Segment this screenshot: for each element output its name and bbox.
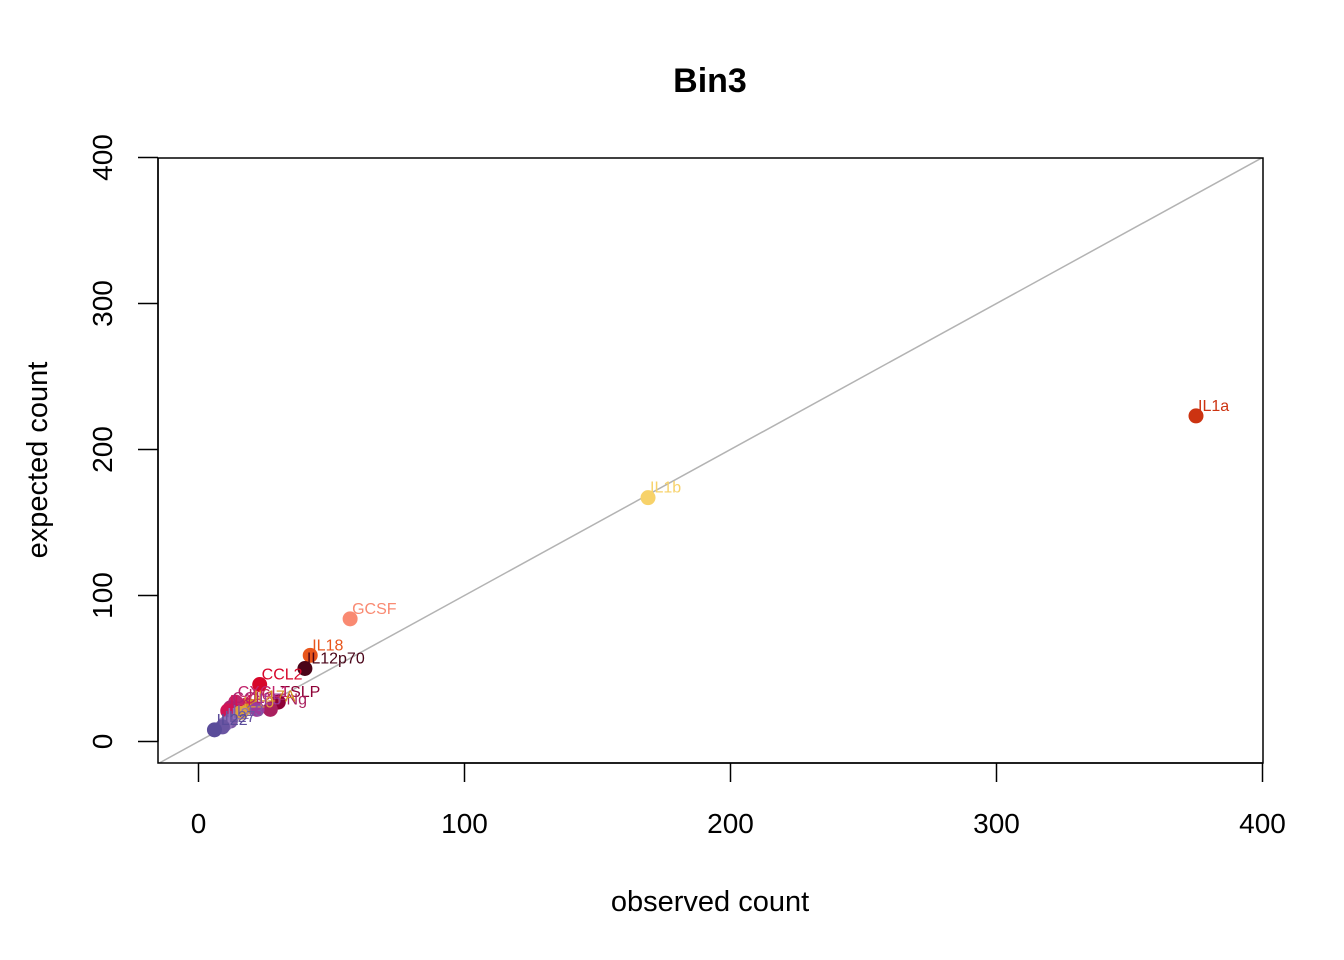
data-point xyxy=(252,677,268,693)
y-tick-label: 0 xyxy=(87,734,118,750)
point-label: CXCL1 xyxy=(238,684,290,701)
point-label: CCL2 xyxy=(262,667,303,684)
x-tick-label: 300 xyxy=(973,808,1020,839)
point-label: CCL3 xyxy=(232,690,273,707)
x-tick-label: 0 xyxy=(191,808,207,839)
point-label: IL18 xyxy=(312,637,343,654)
data-point xyxy=(302,647,318,663)
reference-line xyxy=(158,158,1263,763)
data-point xyxy=(1188,408,1204,424)
x-axis-label: observed count xyxy=(611,886,809,918)
point-label: IL10 xyxy=(243,694,274,711)
chart-title: Bin3 xyxy=(673,62,747,100)
point-label: IL1b xyxy=(650,480,681,497)
data-point xyxy=(342,611,358,627)
x-tick-label: 400 xyxy=(1239,808,1286,839)
y-tick-label: 100 xyxy=(87,572,118,619)
y-tick-label: 300 xyxy=(87,280,118,327)
x-tick-label: 200 xyxy=(707,808,754,839)
x-axis: 0 100 200 300 400 xyxy=(191,762,1286,839)
point-label: IL1a xyxy=(1198,398,1229,415)
point-label: IL17A xyxy=(254,688,296,705)
point-label: IL13 xyxy=(232,703,263,720)
point-label: IL2 xyxy=(227,706,249,723)
data-point xyxy=(640,490,656,506)
point-label: TSLP xyxy=(280,684,320,701)
y-axis-label: expected count xyxy=(22,362,54,559)
point-label: IL27 xyxy=(224,709,255,726)
data-point xyxy=(206,722,222,738)
data-point xyxy=(262,701,278,717)
data-point xyxy=(233,704,249,720)
y-tick-label: 200 xyxy=(87,426,118,473)
point-label: IL12p70 xyxy=(307,651,365,668)
point-label: GCSF xyxy=(352,601,397,618)
point-label: IL22 xyxy=(216,712,247,729)
point-label: IL6 xyxy=(248,687,270,704)
point-label: IFNg xyxy=(272,691,307,708)
data-point xyxy=(249,701,265,717)
point-label: IL5 xyxy=(259,691,281,708)
y-tick-label: 400 xyxy=(87,134,118,181)
x-tick-label: 100 xyxy=(441,808,488,839)
point-label: IL4 xyxy=(230,693,252,710)
points-layer: IL1a IL1b GCSF IL18IL12p70CCL2TSLPIFNgIL6CX… xyxy=(206,398,1229,738)
y-axis: 0 100 200 300 400 xyxy=(87,134,159,750)
data-point xyxy=(297,661,313,676)
